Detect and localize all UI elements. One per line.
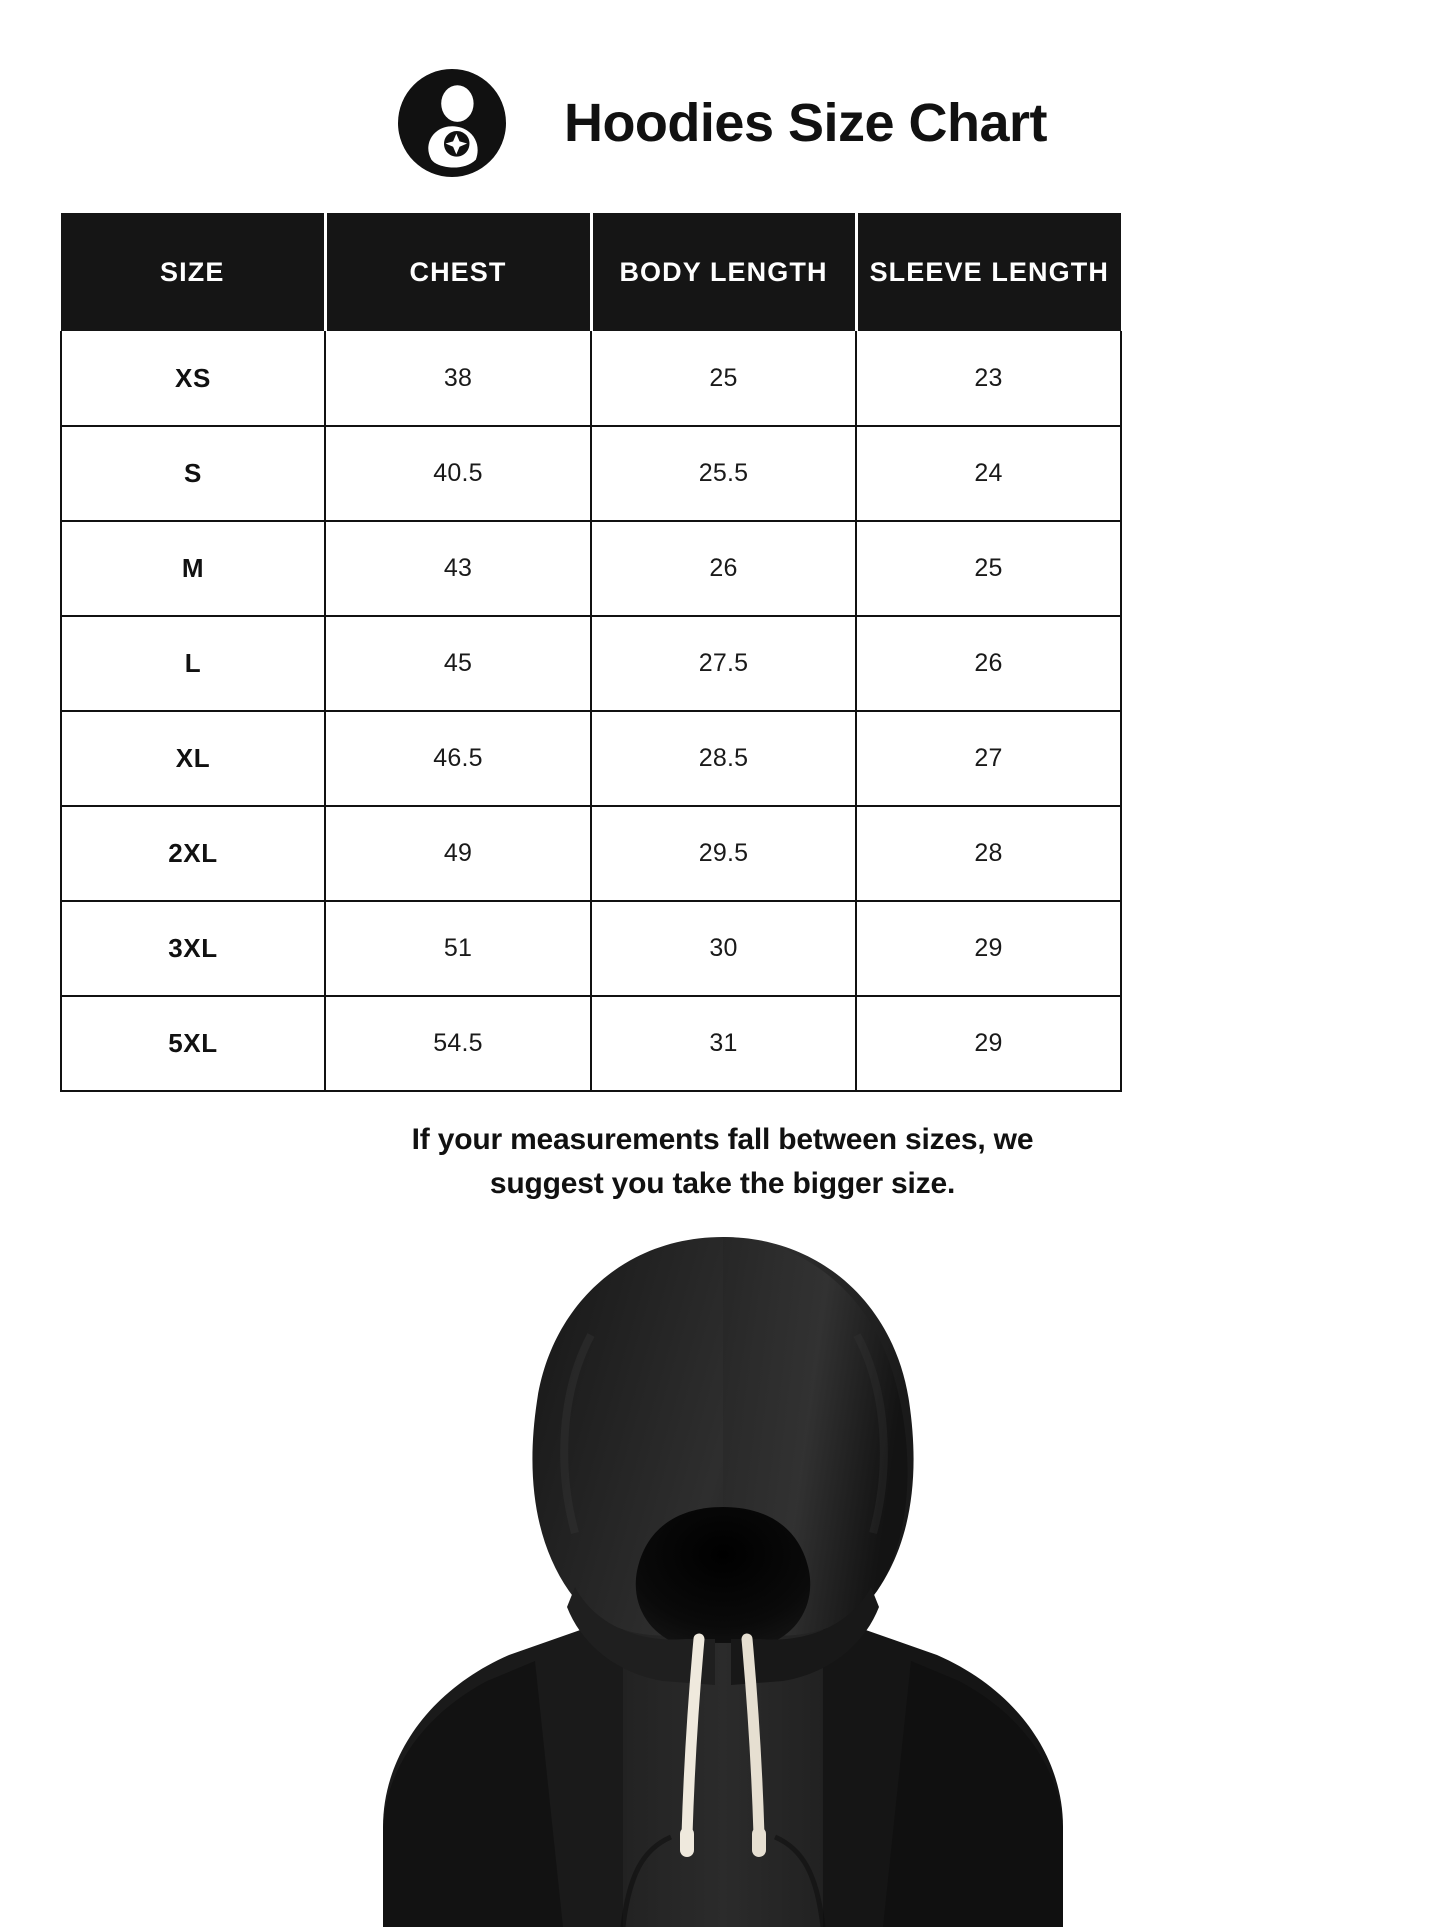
cell-body-length: 31 xyxy=(590,995,857,1092)
sizing-note-line1: If your measurements fall between sizes,… xyxy=(411,1123,1034,1156)
size-table-container: SIZE CHEST BODY LENGTH SLEEVE LENGTH XS … xyxy=(60,213,1122,1092)
table-row: 5XL 54.5 31 29 xyxy=(60,995,1122,1092)
cell-size: XS xyxy=(60,331,326,427)
column-header-sleeve-length-line1: SLEEVE xyxy=(869,256,983,287)
cell-body-length: 29.5 xyxy=(590,805,857,902)
cell-body-length: 30 xyxy=(590,900,857,997)
page-header: Hoodies Size Chart xyxy=(0,55,1445,190)
table-row: XL 46.5 28.5 27 xyxy=(60,710,1122,807)
cell-body-length: 25.5 xyxy=(590,425,857,522)
table-body: XS 38 25 23 S 40.5 25.5 24 M 43 26 25 xyxy=(60,331,1122,1092)
cell-chest: 45 xyxy=(324,615,592,712)
table-row: 3XL 51 30 29 xyxy=(60,900,1122,997)
cell-size: 2XL xyxy=(60,805,326,902)
table-header-row: SIZE CHEST BODY LENGTH SLEEVE LENGTH xyxy=(61,213,1121,331)
black-hoodie-illustration xyxy=(382,1237,1063,1927)
cell-body-length: 25 xyxy=(590,331,857,427)
cell-chest: 49 xyxy=(324,805,592,902)
column-header-body-length-line2: LENGTH xyxy=(709,256,828,287)
cell-sleeve-length: 28 xyxy=(855,805,1122,902)
column-header-sleeve-length: SLEEVE LENGTH xyxy=(856,213,1121,331)
cell-chest: 38 xyxy=(324,331,592,427)
drawstring xyxy=(679,1633,766,1857)
column-header-body-length-line1: BODY xyxy=(619,256,702,287)
cell-sleeve-length: 23 xyxy=(855,331,1122,427)
sizing-note: If your measurements fall between sizes,… xyxy=(0,1118,1445,1205)
cell-chest: 43 xyxy=(324,520,592,617)
cell-sleeve-length: 25 xyxy=(855,520,1122,617)
cell-size: XL xyxy=(60,710,326,807)
cell-chest: 40.5 xyxy=(324,425,592,522)
cell-chest: 46.5 xyxy=(324,710,592,807)
cell-body-length: 27.5 xyxy=(590,615,857,712)
cell-sleeve-length: 29 xyxy=(855,995,1122,1092)
sizing-note-line2: suggest you take the bigger size. xyxy=(489,1166,956,1200)
cell-body-length: 26 xyxy=(590,520,857,617)
table-header: SIZE CHEST BODY LENGTH SLEEVE LENGTH xyxy=(61,213,1121,331)
cell-sleeve-length: 29 xyxy=(855,900,1122,997)
cell-body-length: 28.5 xyxy=(590,710,857,807)
table-row: L 45 27.5 26 xyxy=(60,615,1122,712)
table-row: S 40.5 25.5 24 xyxy=(60,425,1122,522)
table-row: 2XL 49 29.5 28 xyxy=(60,805,1122,902)
table-row: XS 38 25 23 xyxy=(60,331,1122,427)
column-header-body-length: BODY LENGTH xyxy=(591,213,858,331)
column-header-size: SIZE xyxy=(61,213,327,331)
cell-chest: 51 xyxy=(324,900,592,997)
hoodie-product-image xyxy=(0,1215,1445,1927)
mother-and-child-circle-logo xyxy=(397,68,506,177)
cell-size: 5XL xyxy=(60,995,326,1092)
cell-sleeve-length: 27 xyxy=(855,710,1122,807)
cell-size: M xyxy=(60,520,326,617)
cell-size: L xyxy=(60,615,326,712)
cell-sleeve-length: 24 xyxy=(855,425,1122,522)
page-title: Hoodies Size Chart xyxy=(563,92,1048,153)
cell-chest: 54.5 xyxy=(324,995,592,1092)
column-header-chest: CHEST xyxy=(325,213,593,331)
size-table: SIZE CHEST BODY LENGTH SLEEVE LENGTH XS … xyxy=(60,213,1122,1092)
column-header-sleeve-length-line2: LENGTH xyxy=(991,256,1109,287)
table-row: M 43 26 25 xyxy=(60,520,1122,617)
cell-size: 3XL xyxy=(60,900,326,997)
cell-size: S xyxy=(60,425,326,522)
cell-sleeve-length: 26 xyxy=(855,615,1122,712)
